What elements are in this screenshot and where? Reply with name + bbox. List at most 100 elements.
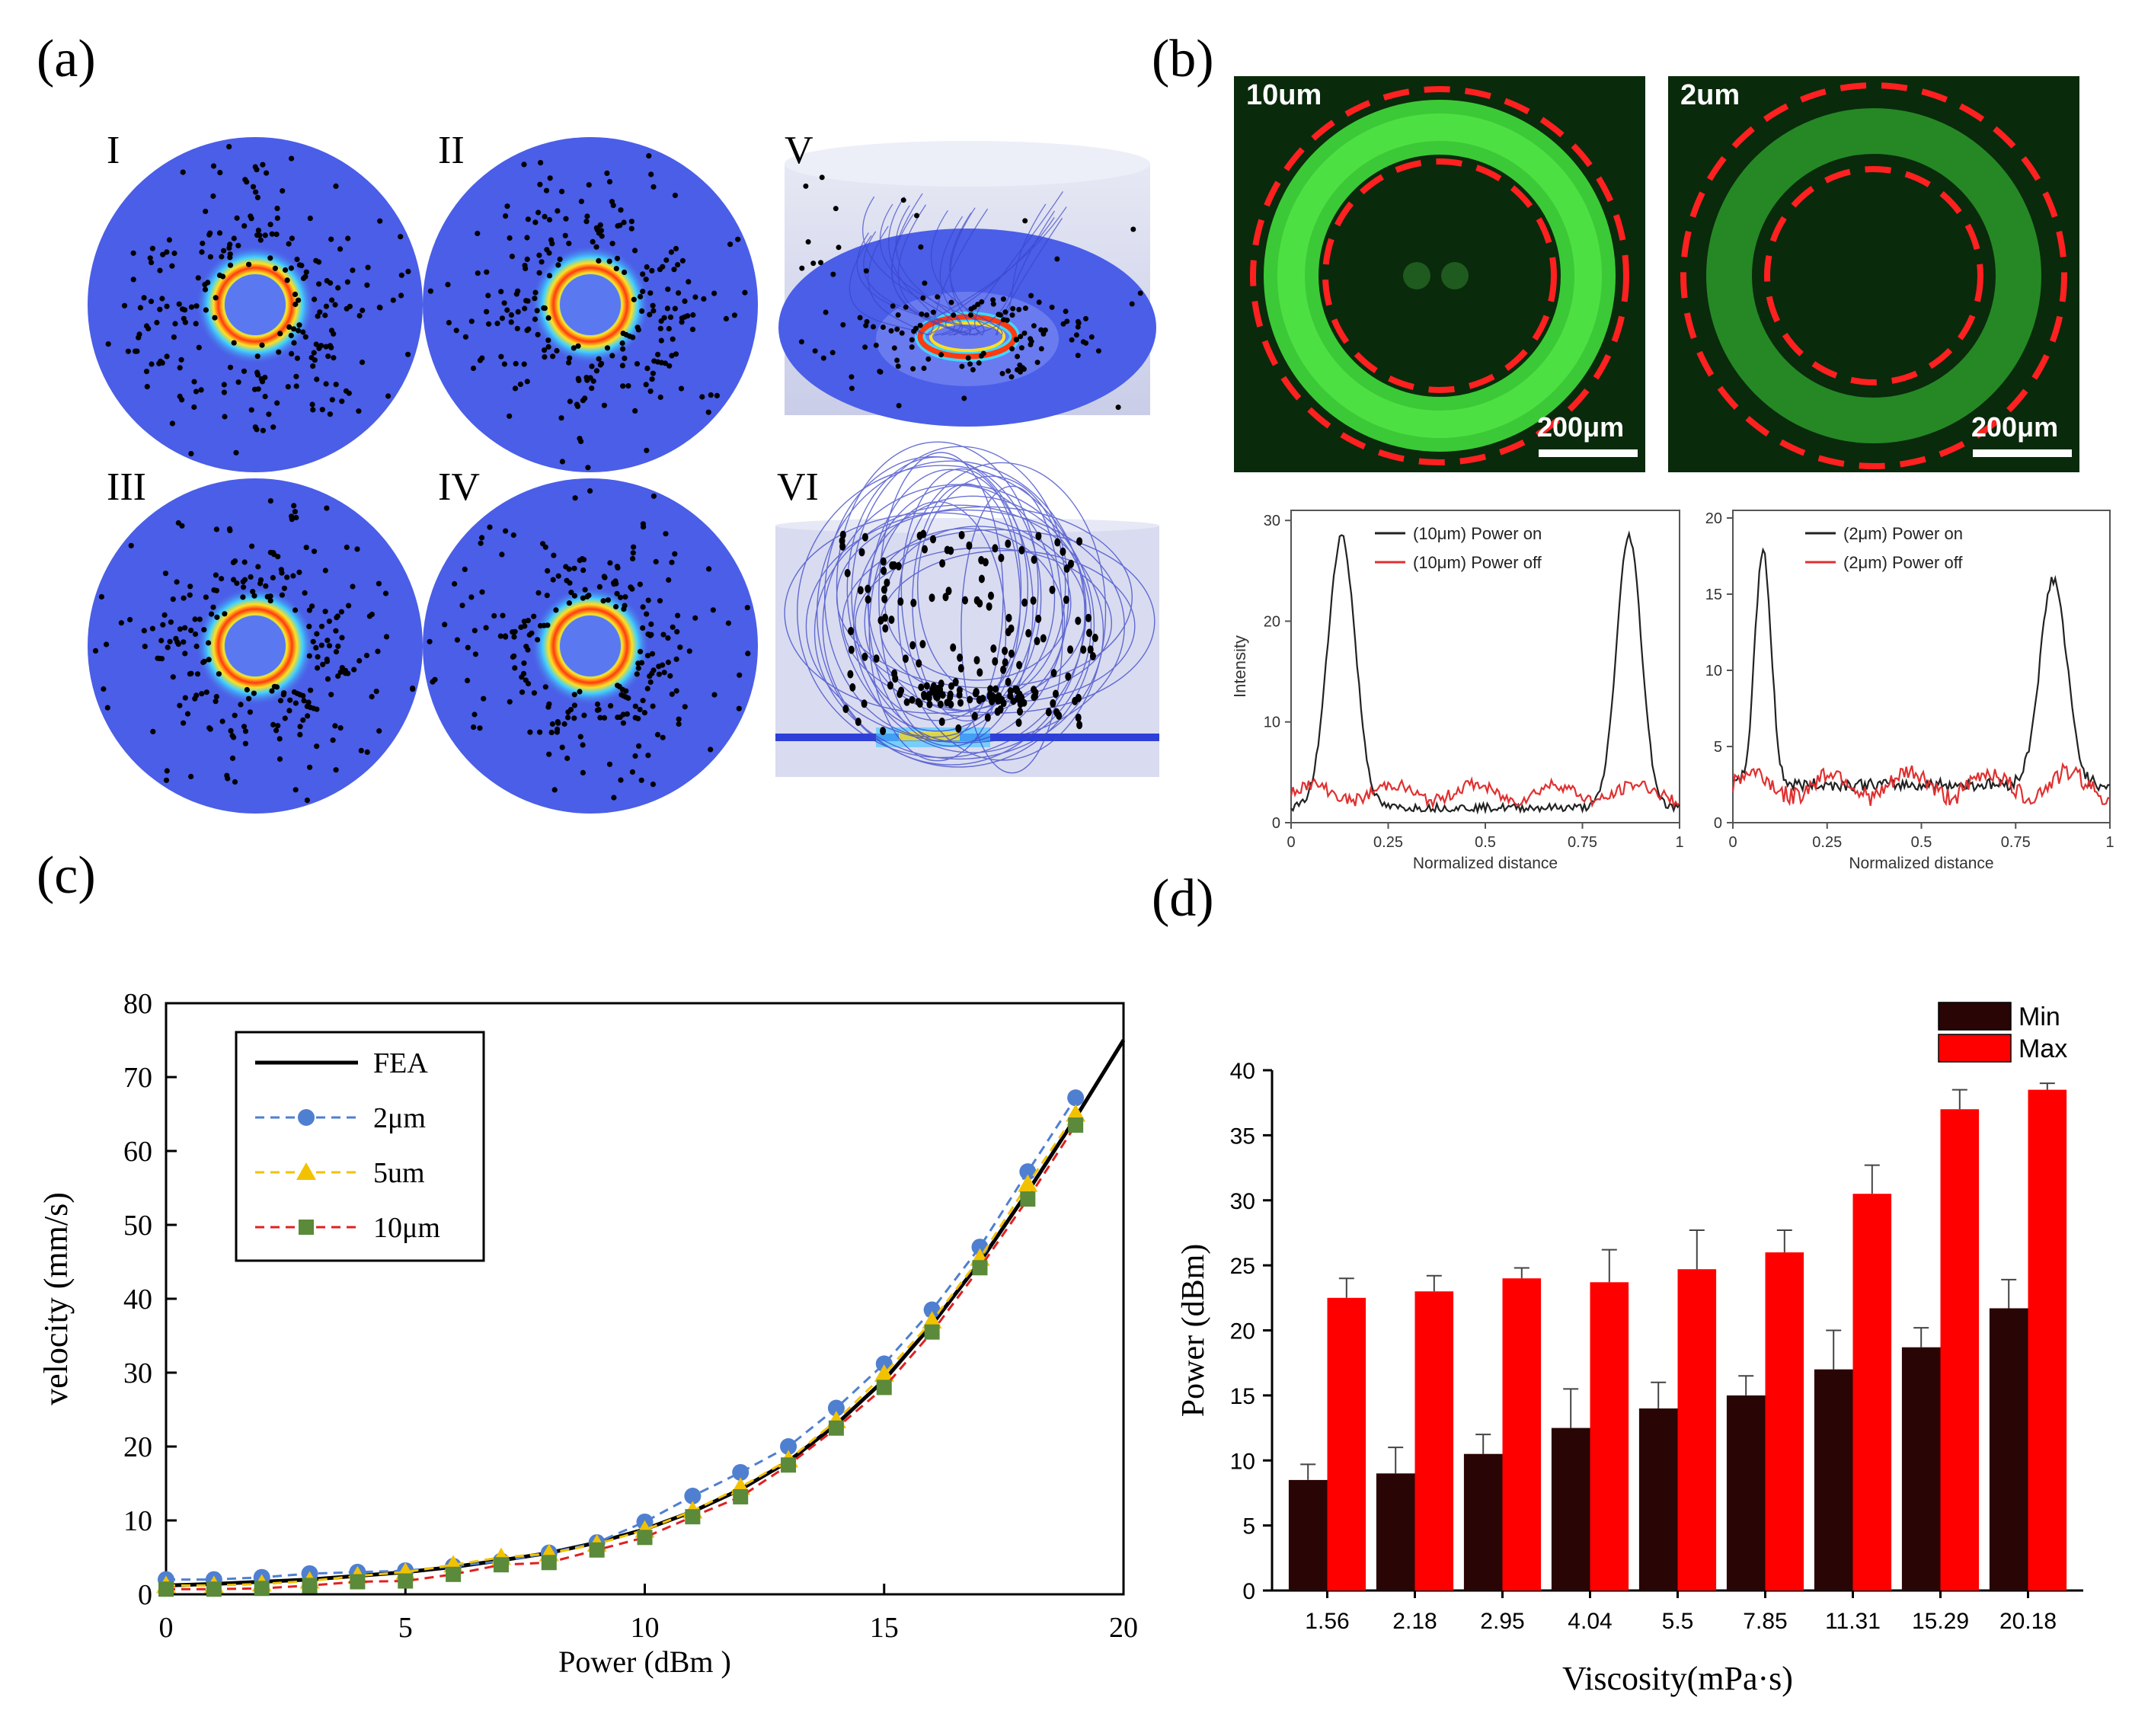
data-point	[923, 1301, 941, 1319]
series-3	[158, 1117, 1084, 1597]
series-line	[166, 1097, 1077, 1581]
bar-min	[1814, 1369, 1853, 1591]
y-tick-label: 30	[1230, 1189, 1255, 1214]
legend-label: (2μm) Power on	[1843, 524, 1963, 543]
y-axis-label: velocity (mm/s)	[37, 1192, 75, 1405]
x-tick-label: 0.5	[1911, 834, 1932, 851]
legend-marker	[296, 1162, 316, 1180]
legend-swatch	[1938, 1002, 2012, 1031]
x-tick-label: 20	[1109, 1612, 1138, 1644]
x-tick-label: 0.5	[1475, 834, 1496, 851]
roman-label-iii: III	[107, 465, 146, 509]
x-axis-label: Power (dBm )	[558, 1645, 731, 1679]
power-viscosity-chart: 0 5 10 15 20 25 30 35 40 1.56 2.18 2.95 4.04 5.5 7.85 1…	[1176, 1002, 2083, 1697]
x-tick-label: 20.18	[1999, 1609, 2057, 1634]
bar-min	[1726, 1395, 1766, 1591]
x-axis-label: Viscosity(mPa·s)	[1562, 1660, 1793, 1697]
y-tick-label: 20	[1230, 1319, 1255, 1344]
data-point	[637, 1530, 653, 1546]
data-point	[685, 1509, 701, 1525]
y-tick-label: 50	[123, 1210, 152, 1242]
fluorescence-image-10um	[1234, 76, 1645, 472]
y-tick-label: 30	[123, 1357, 152, 1389]
legend-marker	[298, 1109, 315, 1126]
roman-label-vi: VI	[777, 465, 819, 509]
sim-view-v	[778, 141, 1156, 427]
y-tick-label: 35	[1230, 1124, 1255, 1149]
y-tick-label: 40	[123, 1284, 152, 1316]
roman-label-v: V	[785, 129, 813, 172]
y-tick-label: 40	[1230, 1059, 1255, 1084]
fluorescence-image-2um	[1668, 76, 2079, 472]
legend-label: 2μm	[373, 1102, 426, 1134]
data-point	[972, 1260, 988, 1276]
legend: FEA 2μm 5um 10μm	[235, 1031, 485, 1262]
y-tick-label: 30	[1264, 513, 1280, 529]
x-tick-label: 0	[1728, 834, 1737, 851]
legend-label: Min	[2019, 1002, 2060, 1031]
y-tick-label: 80	[123, 988, 152, 1020]
image-label-10um: 10um	[1246, 79, 1322, 111]
x-tick-label: 0.75	[2001, 834, 2031, 851]
y-tick-label: 0	[138, 1579, 152, 1611]
y-tick-label: 0	[1272, 815, 1280, 832]
legend-marker	[299, 1220, 314, 1235]
data-point	[874, 1364, 894, 1382]
legend-label: (10μm) Power on	[1413, 524, 1542, 543]
sim-view-iii	[88, 478, 423, 814]
bar-min	[1989, 1308, 2028, 1591]
velocity-chart: 0 5 10 15 20 0 10 20 30 40 50 60 70 80 Power (dBm ) vel…	[37, 988, 1138, 1679]
sim-view-ii	[423, 137, 758, 472]
data-point	[922, 1311, 942, 1329]
x-tick-label: 15	[870, 1612, 899, 1644]
legend-box	[235, 1031, 485, 1262]
scale-bar-label-2um: 200μm	[1971, 411, 2059, 443]
data-point	[684, 1487, 702, 1504]
y-tick-label: 70	[123, 1062, 152, 1094]
bar-max	[1502, 1278, 1542, 1591]
x-tick-label: 1	[1675, 834, 1683, 851]
y-tick-label: 25	[1230, 1254, 1255, 1279]
legend-label: (2μm) Power off	[1843, 553, 1963, 572]
y-tick-label: 10	[1264, 715, 1280, 731]
bar-max	[1765, 1252, 1804, 1591]
x-tick-label: 7.85	[1743, 1609, 1787, 1634]
data-point	[158, 1581, 174, 1597]
x-tick-label: 0	[1287, 834, 1295, 851]
data-point	[350, 1574, 366, 1590]
y-tick-label: 10	[1705, 663, 1722, 679]
sim-view-vi	[775, 441, 1159, 777]
sim-view-i	[88, 137, 423, 472]
y-tick-label: 15	[1230, 1384, 1255, 1409]
data-point	[493, 1557, 509, 1573]
bar-min	[1376, 1473, 1415, 1591]
bar-min	[1463, 1453, 1503, 1591]
data-point	[780, 1438, 798, 1455]
y-tick-label: 20	[123, 1431, 152, 1463]
y-tick-label: 10	[1230, 1449, 1255, 1474]
y-tick-label: 20	[1705, 510, 1722, 527]
panel-a-simulations	[88, 137, 1159, 814]
data-point	[302, 1578, 318, 1594]
x-tick-label: 0.75	[1568, 834, 1597, 851]
bar-max	[1852, 1194, 1892, 1591]
data-point	[876, 1380, 892, 1396]
x-tick-label: 11.31	[1825, 1609, 1881, 1634]
data-point	[732, 1463, 750, 1481]
data-point	[446, 1566, 462, 1582]
data-point	[733, 1488, 749, 1504]
bar-min	[1638, 1408, 1678, 1591]
sim-view-iv	[423, 478, 758, 814]
power-on-line	[1732, 547, 2111, 794]
data-point	[541, 1555, 557, 1571]
y-tick-label: 5	[1714, 739, 1722, 756]
data-point	[1020, 1191, 1036, 1207]
legend: Min Max	[1938, 1002, 2067, 1063]
data-point	[1067, 1089, 1085, 1107]
bar-max	[2028, 1089, 2067, 1591]
data-point	[1068, 1117, 1084, 1133]
y-axis-label: Intensity	[1234, 635, 1249, 698]
x-tick-label: 0.25	[1812, 834, 1842, 851]
